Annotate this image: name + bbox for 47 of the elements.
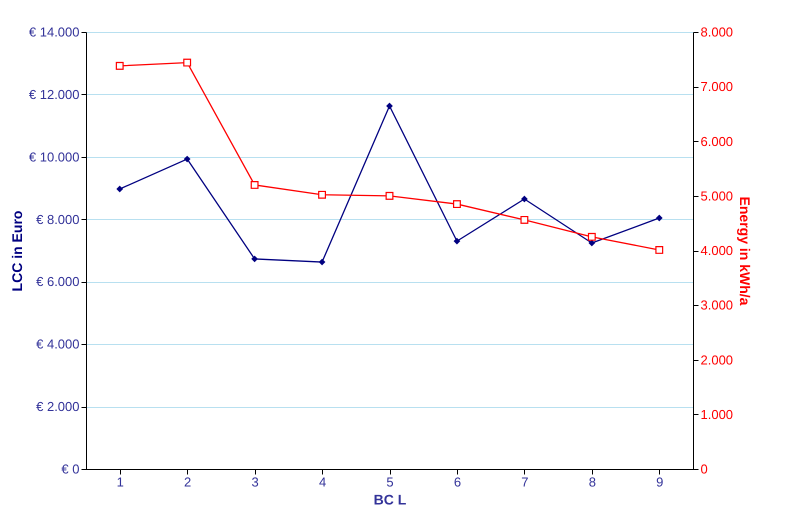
y2-tick-label: 2.000: [700, 352, 734, 368]
y-tick-label: € 12.000: [28, 86, 80, 102]
point: [250, 180, 259, 189]
x-tick-label: 2: [184, 474, 192, 490]
point: [520, 216, 528, 224]
y2-tick-label: 7.000: [700, 79, 734, 94]
y-tick-label: € 10.000: [28, 149, 80, 164]
y2-tick-label: 3.000: [700, 298, 734, 313]
y-tick-label: € 2.000: [36, 399, 80, 414]
y-tick-label: € 6.000: [36, 274, 80, 290]
x-tick-label: 5: [386, 474, 394, 490]
x-tick-label: 6: [454, 474, 462, 490]
point: [386, 102, 393, 110]
point: [183, 58, 192, 67]
x-tick-label: 3: [251, 474, 259, 490]
y2-tick-label: 6.000: [700, 134, 734, 149]
point: [251, 256, 258, 262]
y2-tick-label: 1.000: [700, 406, 734, 422]
point: [116, 186, 124, 192]
y-axis-title: LCC in Euro: [8, 210, 25, 292]
point: [655, 246, 664, 254]
point: [116, 62, 124, 70]
point: [318, 258, 326, 266]
x-axis-title: BC L: [374, 492, 407, 508]
point: [588, 240, 596, 246]
point: [656, 214, 663, 222]
x-tick-label: 7: [521, 474, 529, 490]
point: [588, 232, 596, 241]
point: [184, 156, 191, 162]
point: [386, 192, 394, 200]
y2-tick-label: 8.000: [700, 24, 734, 40]
y2-tick-label: 5.000: [700, 188, 734, 204]
y2-tick-label: 0: [700, 462, 708, 476]
y-tick-label: € 14.000: [28, 24, 80, 40]
y2-tick-label: 4.000: [700, 243, 734, 258]
x-tick-label: 1: [116, 474, 124, 490]
x-tick-label: 4: [318, 474, 326, 490]
y2-axis-title: Energy in kWh/a: [737, 196, 754, 306]
y-tick-label: € 8.000: [36, 212, 80, 227]
point: [452, 200, 461, 208]
point: [454, 238, 460, 244]
y-tick-label: € 4.000: [36, 336, 80, 352]
x-tick-label: 8: [588, 474, 596, 490]
y-tick-label: € 0: [61, 462, 80, 476]
x-tick-label: 9: [656, 474, 664, 490]
point: [521, 196, 528, 202]
point: [318, 190, 326, 199]
